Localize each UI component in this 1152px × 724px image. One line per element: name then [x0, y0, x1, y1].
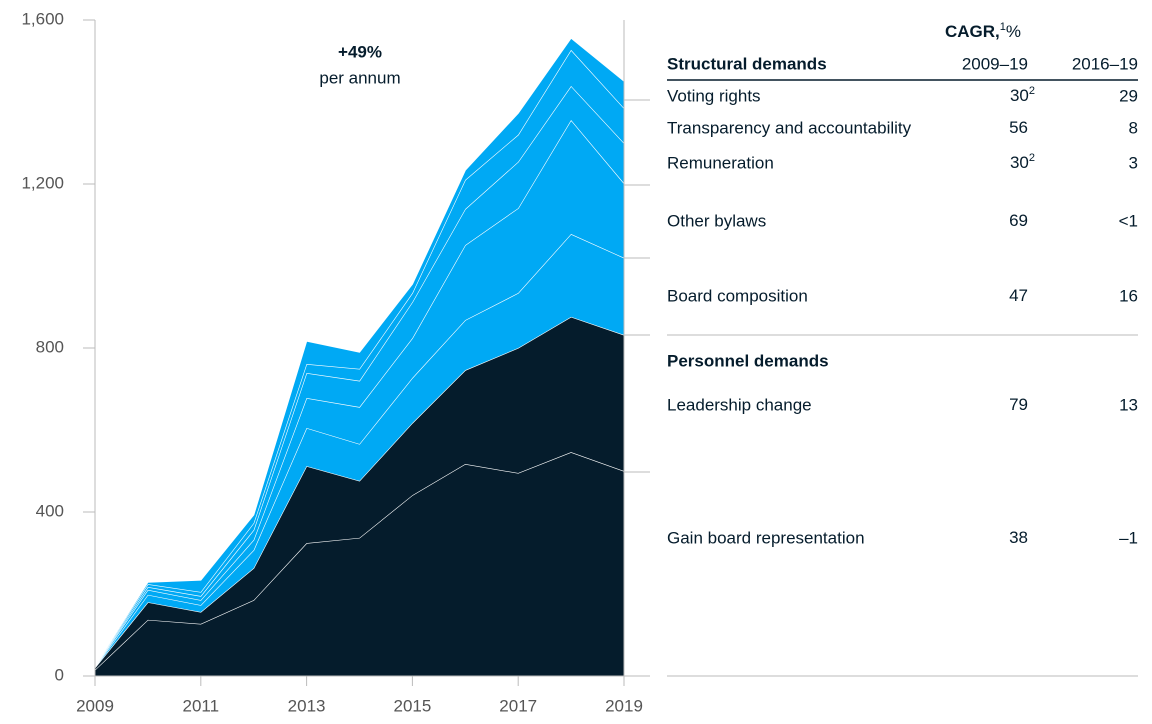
title: CAGR, — [945, 22, 1000, 41]
section-heading: Structural demands — [667, 54, 827, 73]
value: 30 — [1010, 86, 1029, 105]
y-tick-label: 400 — [36, 501, 64, 520]
row-label: Voting rights — [667, 86, 761, 105]
cagr-b: 13 — [1119, 395, 1138, 414]
area — [95, 452, 624, 676]
area — [95, 120, 624, 668]
cagr-a: 38 — [1009, 528, 1028, 547]
cagr-a: 302 — [1010, 85, 1035, 106]
table-title: CAGR,1% — [945, 21, 1021, 42]
area — [95, 316, 624, 670]
row-label: Other bylaws — [667, 211, 766, 230]
value: 69 — [1009, 211, 1028, 230]
section-heading: Personnel demands — [667, 351, 829, 370]
row-label: Leadership change — [667, 395, 812, 414]
column-header: 2009–19 — [962, 54, 1028, 73]
annotation-sub: per annum — [319, 68, 400, 87]
value: 38 — [1009, 528, 1028, 547]
area — [95, 234, 624, 668]
x-tick-label: 2009 — [76, 696, 114, 715]
x-tick-label: 2011 — [183, 696, 220, 715]
cagr-a: 69 — [1009, 211, 1028, 230]
x-tick-label: 2017 — [499, 696, 537, 715]
row-label: Gain board representation — [667, 528, 865, 547]
row-label: Remuneration — [667, 153, 774, 172]
x-tick-label: 2019 — [605, 696, 643, 715]
column-header: 2016–19 — [1072, 54, 1138, 73]
title-unit: % — [1006, 22, 1021, 41]
value: 47 — [1009, 286, 1028, 305]
row-label: Transparency and accountability — [667, 118, 912, 137]
annotation: +49% — [338, 42, 382, 61]
cagr-b: 8 — [1129, 118, 1138, 137]
x-tick-label: 2015 — [393, 696, 431, 715]
note: 2 — [1029, 85, 1035, 97]
row-label: Board composition — [667, 286, 808, 305]
value: 30 — [1010, 153, 1029, 172]
x-tick-label: 2013 — [288, 696, 326, 715]
y-tick-label: 0 — [55, 665, 64, 684]
y-tick-label: 1,200 — [21, 173, 64, 192]
cagr-a: 79 — [1009, 395, 1028, 414]
cagr-b: 29 — [1119, 86, 1138, 105]
cagr-b: 3 — [1129, 153, 1138, 172]
area-edge — [94, 37, 625, 667]
cagr-a: 56 — [1009, 118, 1028, 137]
y-tick-label: 800 — [36, 337, 64, 356]
cagr-a: 302 — [1010, 152, 1035, 173]
cagr-a: 47 — [1009, 286, 1028, 305]
cagr-b: <1 — [1119, 211, 1138, 230]
cagr-b: –1 — [1119, 528, 1138, 547]
value: 56 — [1009, 118, 1028, 137]
y-tick-label: 1,600 — [21, 9, 64, 28]
cagr-b: 16 — [1119, 286, 1138, 305]
note: 2 — [1029, 152, 1035, 164]
title-note: 1 — [1000, 21, 1006, 33]
value: 79 — [1009, 395, 1028, 414]
